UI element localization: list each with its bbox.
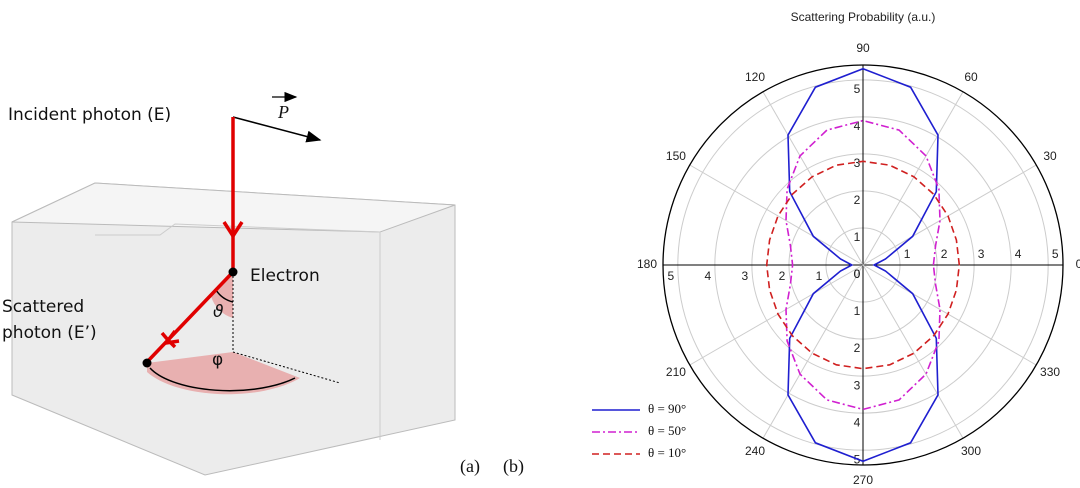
series-line [785, 119, 941, 411]
r-tick-label: 5 [667, 269, 674, 283]
theta-tick-label: 120 [745, 70, 765, 84]
ray-head [162, 329, 180, 346]
label: φ [212, 350, 223, 370]
legend-label: θ = 10° [648, 445, 686, 460]
r-tick-label: 3 [854, 156, 861, 170]
label: P [277, 102, 289, 122]
diagram: Incident photon (E) P Electron Scattered… [2, 91, 456, 476]
ray-head [222, 221, 244, 240]
theta-tick-label: 60 [964, 70, 978, 84]
theta-tick-label: 330 [1040, 365, 1060, 379]
r-tick-label: 2 [941, 247, 948, 261]
r-tick-label: 4 [854, 119, 861, 133]
r-tick-label: 3 [978, 247, 985, 261]
grid-line [862, 264, 1037, 366]
grid-line [862, 164, 1037, 266]
r-tick-label: 1 [854, 304, 861, 318]
phi-arc [149, 367, 296, 392]
r-tick-label: 1 [904, 247, 911, 261]
electron-dot [228, 267, 238, 277]
legend-label: θ = 50° [648, 423, 686, 438]
series-line [765, 160, 961, 370]
theta-tick-label: 30 [1043, 149, 1057, 163]
theta-tick-label: 240 [745, 444, 765, 458]
r-tick-label: 3 [742, 269, 749, 283]
r-tick-label: 1 [854, 230, 861, 244]
label: Electron [250, 266, 320, 286]
phi-wedge [147, 352, 300, 395]
photon-dot [142, 358, 152, 368]
grid-line [689, 164, 864, 266]
label: Incident photon (E) [8, 105, 171, 125]
r-tick-label: 4 [854, 415, 861, 429]
r-tick-label: 0 [854, 267, 861, 281]
label: photon (E’) [2, 323, 97, 343]
panel-label: (a) [460, 456, 480, 477]
chart-title: Scattering Probability (a.u.) [791, 10, 936, 24]
theta-tick-label: 210 [666, 365, 686, 379]
r-tick-label: 1 [816, 269, 823, 283]
theta-wedge [211, 272, 233, 318]
outer-circle [662, 64, 1064, 466]
grid-line [762, 264, 864, 439]
grid-line [862, 264, 964, 439]
theta-tick-label: 0 [1076, 257, 1080, 271]
grid-line [762, 91, 864, 266]
legend-label: θ = 90° [648, 401, 686, 416]
theta-tick-label: 150 [666, 149, 686, 163]
series-line [787, 67, 939, 463]
momentum-arrow [232, 116, 322, 143]
r-tick-label: 2 [779, 269, 786, 283]
r-tick-label: 3 [854, 378, 861, 392]
scattered-ray [145, 270, 235, 364]
r-tick-label: 0 [854, 267, 861, 281]
r-tick-label: 2 [854, 193, 861, 207]
panel-label: (b) [503, 456, 524, 477]
box-edge [95, 223, 381, 440]
r-tick-label: 2 [854, 341, 861, 355]
theta-tick-label: 270 [853, 473, 873, 487]
r-tick-label: 5 [854, 82, 861, 96]
r-tick-label: 5 [1052, 247, 1059, 261]
polar-chart: 0306090120150180210240270300330001111222… [592, 41, 1080, 487]
theta-tick-label: 300 [961, 444, 981, 458]
grid-line [689, 264, 864, 366]
grid-line [862, 91, 964, 266]
r-tick-label: 4 [705, 269, 712, 283]
label: Scattered [2, 297, 84, 317]
theta-tick-label: 90 [856, 41, 870, 55]
label: ϑ [213, 302, 224, 322]
r-tick-label: 4 [1015, 247, 1022, 261]
projection [232, 351, 341, 384]
theta-tick-label: 180 [637, 257, 657, 271]
